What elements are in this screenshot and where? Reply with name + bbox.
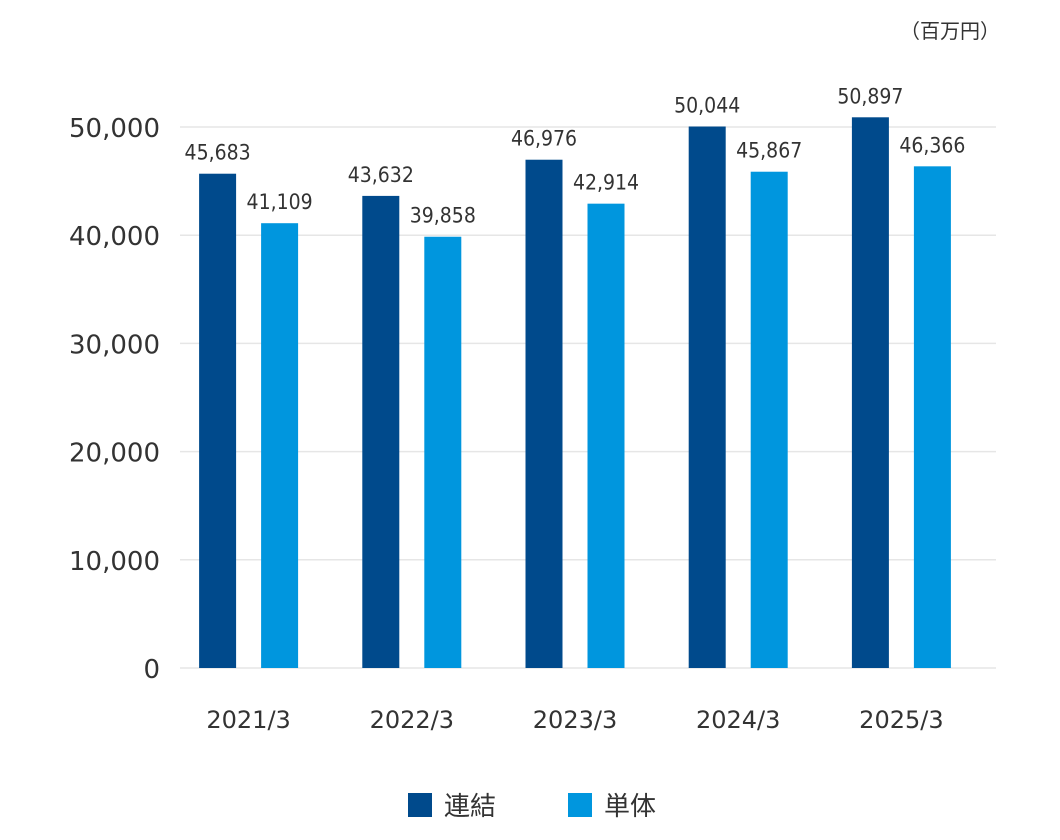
data-label: 50,897 <box>837 84 903 108</box>
data-label: 46,976 <box>511 127 577 151</box>
bar-consolidated <box>362 195 400 668</box>
y-tick-label: 40,000 <box>69 222 160 252</box>
y-tick-label: 20,000 <box>69 439 160 469</box>
x-tick-label: 2024/3 <box>696 706 780 734</box>
unit-label: （百万円） <box>900 19 1000 43</box>
bar-consolidated <box>525 159 563 669</box>
x-tick-label: 2021/3 <box>206 706 290 734</box>
bars <box>199 117 951 669</box>
bar-consolidated <box>688 126 726 668</box>
y-tick-label: 10,000 <box>69 547 160 577</box>
x-tick-label: 2022/3 <box>370 706 454 734</box>
data-label: 42,914 <box>573 171 639 195</box>
data-label: 41,109 <box>247 190 313 214</box>
legend-label: 連結 <box>444 792 496 822</box>
bar-standalone <box>750 171 788 668</box>
data-label: 43,632 <box>348 163 414 187</box>
data-label: 39,858 <box>410 204 476 228</box>
legend-label: 単体 <box>604 792 656 822</box>
bar-standalone <box>587 203 625 668</box>
bar-consolidated <box>199 173 237 668</box>
y-axis-ticks: 0 10,000 20,000 30,000 40,000 50,000 <box>69 114 160 685</box>
bar-standalone <box>261 223 299 668</box>
bar-standalone <box>913 166 951 668</box>
x-tick-label: 2023/3 <box>533 706 617 734</box>
x-axis-ticks: 2021/3 2022/3 2023/3 2024/3 2025/3 <box>206 706 943 734</box>
legend: 連結 単体 <box>408 792 656 822</box>
data-labels: 45,683 41,109 43,632 39,858 46,976 42,914 50,0… <box>185 84 966 227</box>
data-label: 45,683 <box>185 141 251 165</box>
bar-standalone <box>424 236 462 668</box>
x-tick-label: 2025/3 <box>859 706 943 734</box>
data-label: 50,044 <box>674 94 740 118</box>
data-label: 46,366 <box>899 133 965 157</box>
legend-swatch <box>408 793 432 817</box>
data-label: 45,867 <box>736 139 802 163</box>
y-tick-label: 30,000 <box>69 330 160 360</box>
legend-swatch <box>568 793 592 817</box>
y-tick-label: 0 <box>143 655 160 685</box>
bar-consolidated <box>851 117 889 669</box>
y-tick-label: 50,000 <box>69 114 160 144</box>
